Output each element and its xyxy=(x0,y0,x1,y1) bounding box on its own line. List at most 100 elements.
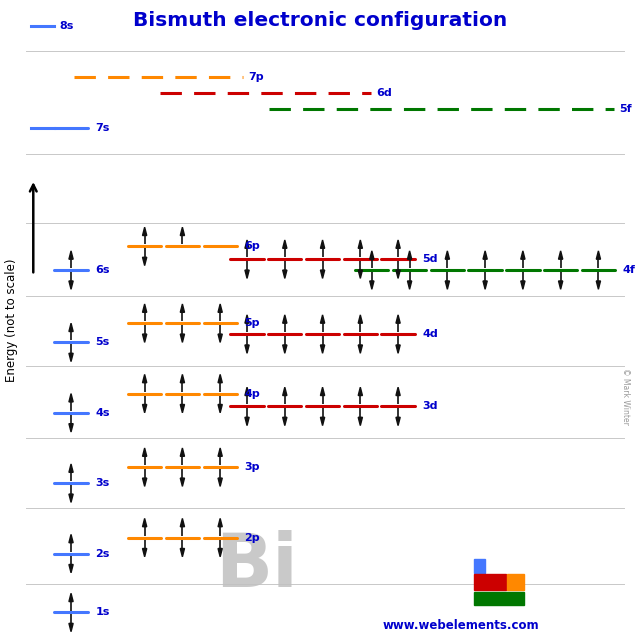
Text: 3p: 3p xyxy=(244,462,260,472)
Polygon shape xyxy=(218,548,222,557)
Text: 3s: 3s xyxy=(95,478,109,488)
Polygon shape xyxy=(370,251,374,259)
Polygon shape xyxy=(358,387,362,396)
Text: 2p: 2p xyxy=(244,532,260,543)
Polygon shape xyxy=(321,345,324,353)
Polygon shape xyxy=(396,345,400,353)
Polygon shape xyxy=(245,270,249,278)
Text: 8s: 8s xyxy=(60,20,74,31)
Polygon shape xyxy=(143,257,147,266)
Polygon shape xyxy=(69,593,73,602)
Polygon shape xyxy=(396,270,400,278)
Polygon shape xyxy=(396,387,400,396)
Polygon shape xyxy=(143,548,147,557)
Polygon shape xyxy=(396,315,400,323)
Polygon shape xyxy=(218,334,222,342)
Polygon shape xyxy=(69,323,73,332)
Text: 6p: 6p xyxy=(244,241,260,252)
Polygon shape xyxy=(69,394,73,402)
Polygon shape xyxy=(358,240,362,248)
Polygon shape xyxy=(180,548,184,557)
Polygon shape xyxy=(283,417,287,426)
Polygon shape xyxy=(245,345,249,353)
Text: 6d: 6d xyxy=(376,88,392,98)
Polygon shape xyxy=(143,518,147,527)
Polygon shape xyxy=(180,404,184,413)
Text: Energy (not to scale): Energy (not to scale) xyxy=(5,259,18,381)
Polygon shape xyxy=(180,448,184,456)
Polygon shape xyxy=(445,251,449,259)
Polygon shape xyxy=(245,240,249,248)
Polygon shape xyxy=(370,281,374,289)
Polygon shape xyxy=(283,240,287,248)
Polygon shape xyxy=(396,417,400,426)
Polygon shape xyxy=(358,345,362,353)
Polygon shape xyxy=(321,315,324,323)
Polygon shape xyxy=(143,448,147,456)
Polygon shape xyxy=(218,448,222,456)
Polygon shape xyxy=(321,417,324,426)
Text: www.webelements.com: www.webelements.com xyxy=(383,620,539,632)
Polygon shape xyxy=(69,251,73,259)
Polygon shape xyxy=(559,251,563,259)
Polygon shape xyxy=(218,304,222,312)
Text: Bi: Bi xyxy=(214,530,298,603)
Text: 5d: 5d xyxy=(422,254,438,264)
Polygon shape xyxy=(69,623,73,632)
Polygon shape xyxy=(408,281,412,289)
Polygon shape xyxy=(180,518,184,527)
Polygon shape xyxy=(596,281,600,289)
Bar xyxy=(474,575,506,590)
Text: 3d: 3d xyxy=(422,401,438,412)
Polygon shape xyxy=(69,534,73,543)
Polygon shape xyxy=(180,227,184,236)
Polygon shape xyxy=(180,374,184,383)
Polygon shape xyxy=(321,270,324,278)
Polygon shape xyxy=(143,304,147,312)
Polygon shape xyxy=(143,478,147,486)
Polygon shape xyxy=(283,315,287,323)
Polygon shape xyxy=(408,251,412,259)
Polygon shape xyxy=(69,353,73,362)
Polygon shape xyxy=(218,374,222,383)
Polygon shape xyxy=(445,281,449,289)
Text: 4p: 4p xyxy=(244,388,260,399)
Polygon shape xyxy=(143,227,147,236)
Polygon shape xyxy=(521,251,525,259)
Polygon shape xyxy=(396,240,400,248)
Polygon shape xyxy=(245,315,249,323)
Polygon shape xyxy=(521,281,525,289)
Polygon shape xyxy=(483,281,487,289)
Polygon shape xyxy=(358,270,362,278)
Polygon shape xyxy=(69,564,73,573)
Polygon shape xyxy=(69,424,73,432)
Text: © Mark Winter: © Mark Winter xyxy=(621,369,630,425)
Polygon shape xyxy=(245,417,249,426)
Polygon shape xyxy=(218,478,222,486)
Text: 4f: 4f xyxy=(623,265,636,275)
Polygon shape xyxy=(483,251,487,259)
Polygon shape xyxy=(321,387,324,396)
Text: 7p: 7p xyxy=(248,72,264,82)
Polygon shape xyxy=(143,404,147,413)
Polygon shape xyxy=(245,387,249,396)
Text: 6s: 6s xyxy=(95,265,110,275)
Polygon shape xyxy=(283,270,287,278)
Text: 7s: 7s xyxy=(95,123,109,133)
Bar xyxy=(508,575,524,590)
Polygon shape xyxy=(358,417,362,426)
Text: Bismuth electronic configuration: Bismuth electronic configuration xyxy=(133,11,507,30)
Text: 5p: 5p xyxy=(244,318,260,328)
Polygon shape xyxy=(321,240,324,248)
Bar xyxy=(474,592,524,605)
Polygon shape xyxy=(218,404,222,413)
Text: 2s: 2s xyxy=(95,548,109,559)
Polygon shape xyxy=(143,334,147,342)
Polygon shape xyxy=(69,281,73,289)
Text: 4s: 4s xyxy=(95,408,110,418)
Polygon shape xyxy=(283,387,287,396)
Polygon shape xyxy=(358,315,362,323)
Text: 4d: 4d xyxy=(422,329,438,339)
Text: 5s: 5s xyxy=(95,337,109,348)
Text: 1s: 1s xyxy=(95,607,109,618)
